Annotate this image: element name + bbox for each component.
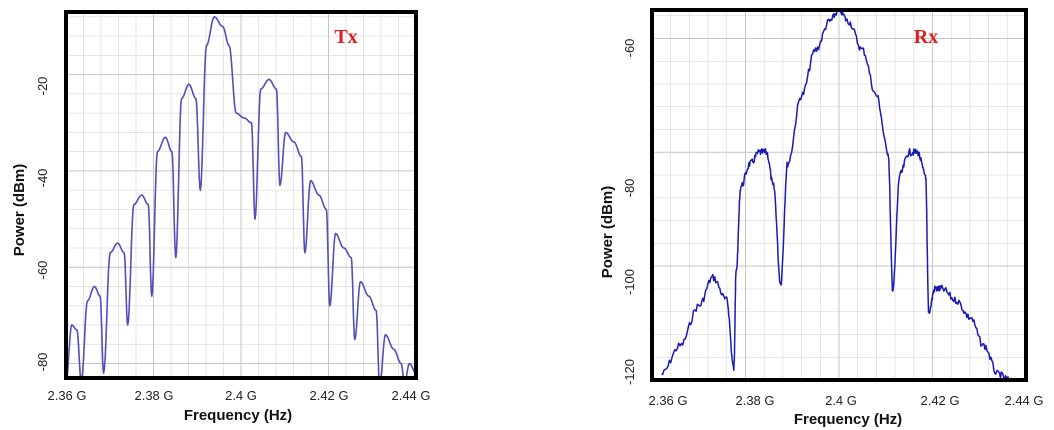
rx-x-axis-title: Frequency (Hz) [794, 411, 902, 428]
rx-panel: Rx -60 -80 -100 -120 2.36 G 2.38 G 2.4 G… [599, 8, 1044, 428]
tx-y-axis-title: Power (dBm) [11, 164, 28, 257]
rx-y-axis-title: Power (dBm) [599, 186, 616, 279]
rx-y-tick-label: -100 [622, 269, 637, 295]
rx-plot-frame [650, 8, 1028, 382]
tx-trace-line [66, 16, 416, 378]
rx-x-tick-label: 2.44 G [1004, 393, 1043, 408]
rx-y-tick-label: -120 [622, 359, 637, 385]
tx-y-tick-label: -80 [35, 353, 50, 372]
rx-y-tick-label: -80 [622, 179, 637, 198]
tx-x-tick-label: 2.44 G [391, 388, 430, 403]
rx-x-tick-label: 2.42 G [920, 393, 959, 408]
tx-panel-label: Tx [334, 26, 357, 48]
rx-x-tick-label: 2.38 G [735, 393, 774, 408]
rx-y-ticks: -60 -80 -100 -120 [622, 39, 637, 385]
tx-x-tick-label: 2.38 G [134, 388, 173, 403]
tx-x-axis-title: Frequency (Hz) [184, 407, 292, 424]
rx-x-ticks: 2.36 G 2.38 G 2.4 G 2.42 G 2.44 G [648, 393, 1043, 408]
tx-panel: Tx -20 -40 -60 -80 2.36 G 2.38 G 2.4 G 2… [11, 10, 431, 424]
rx-x-tick-label: 2.4 G [825, 393, 857, 408]
tx-y-tick-label: -60 [35, 261, 50, 280]
tx-x-tick-label: 2.42 G [309, 388, 348, 403]
tx-grid [65, 12, 417, 378]
rx-panel-label: Rx [914, 26, 938, 48]
tx-x-ticks: 2.36 G 2.38 G 2.4 G 2.42 G 2.44 G [47, 388, 430, 403]
rx-y-tick-label: -60 [622, 39, 637, 58]
tx-y-ticks: -20 -40 -60 -80 [35, 77, 50, 372]
tx-plot-frame [64, 10, 418, 380]
rx-grid [651, 10, 1027, 381]
rx-x-tick-label: 2.36 G [648, 393, 687, 408]
tx-x-tick-label: 2.36 G [47, 388, 86, 403]
tx-x-tick-label: 2.4 G [225, 388, 257, 403]
tx-y-tick-label: -20 [35, 77, 50, 96]
tx-y-tick-label: -40 [35, 169, 50, 188]
